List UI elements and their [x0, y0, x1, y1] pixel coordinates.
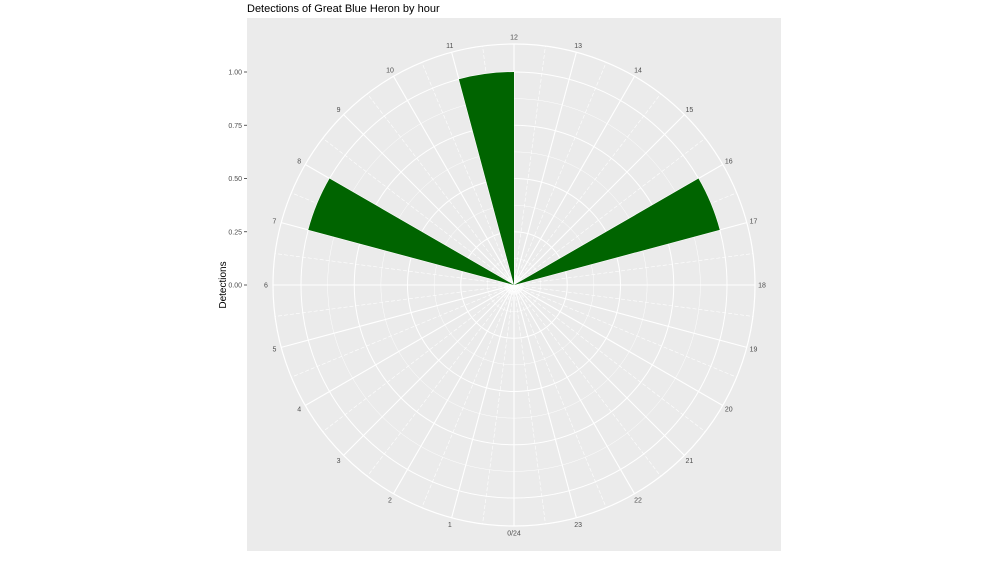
major-spoke [513, 114, 685, 286]
hour-label: 13 [574, 43, 582, 50]
hour-label: 1 [448, 522, 452, 529]
y-tick-label: 1.00 [228, 70, 242, 77]
hour-label: 8 [297, 159, 301, 166]
y-tick-label: 0.75 [228, 123, 242, 130]
major-spoke [451, 284, 515, 518]
minor-spoke [513, 284, 607, 508]
hour-label: 15 [685, 107, 693, 114]
major-spoke [513, 284, 577, 518]
minor-spoke [421, 62, 515, 286]
hour-label: 11 [446, 43, 453, 50]
hour-label: 0/24 [507, 531, 521, 538]
minor-spoke [513, 46, 546, 286]
hour-label: 7 [272, 218, 276, 225]
major-spoke [513, 76, 635, 286]
minor-spoke [513, 138, 706, 286]
hour-labels: 0/24123456789101112131415161718192021222… [264, 35, 766, 538]
bar-hour-16 [514, 178, 720, 285]
y-tick-label: 0.00 [228, 283, 242, 290]
bars [308, 72, 720, 285]
minor-spoke [513, 93, 661, 286]
hour-label: 10 [386, 68, 394, 75]
minor-spoke [513, 284, 546, 524]
minor-spoke [275, 284, 515, 317]
hour-label: 6 [264, 283, 268, 290]
hour-label: 5 [272, 347, 276, 354]
y-tick-label: 0.50 [228, 176, 242, 183]
minor-spoke [322, 284, 515, 432]
minor-spoke [513, 284, 753, 317]
hour-label: 14 [634, 68, 642, 75]
hour-label: 4 [297, 407, 301, 414]
hour-label: 19 [750, 347, 758, 354]
major-spoke [393, 76, 515, 286]
major-spoke [513, 284, 685, 456]
bar-hour-11 [458, 72, 514, 285]
y-axis-title: Detections [218, 261, 229, 308]
minor-spoke [513, 253, 753, 286]
minor-spoke [421, 284, 515, 508]
minor-spoke [513, 284, 706, 432]
hour-label: 12 [510, 35, 518, 42]
hour-label: 23 [574, 522, 582, 529]
minor-spoke [322, 138, 515, 286]
chart-title: Detections of Great Blue Heron by hour [247, 3, 440, 15]
major-spoke [343, 284, 515, 456]
major-spoke [513, 284, 747, 348]
minor-spoke [367, 93, 515, 286]
minor-spoke [291, 284, 515, 378]
major-spoke [513, 52, 577, 286]
hour-label: 21 [685, 458, 693, 465]
major-spoke [393, 284, 515, 494]
hour-label: 3 [337, 458, 341, 465]
hour-label: 18 [758, 283, 766, 290]
minor-spoke [275, 253, 515, 286]
y-axis: 0.00 0.25 0.50 0.75 1.00 [228, 70, 247, 290]
major-spoke [305, 284, 515, 406]
hour-label: 20 [725, 407, 733, 414]
minor-spoke [482, 284, 515, 524]
minor-spoke [513, 62, 607, 286]
bar-hour-7 [308, 178, 514, 285]
major-spoke [343, 114, 515, 286]
major-spoke [281, 284, 515, 348]
hour-label: 16 [725, 159, 733, 166]
major-spoke [513, 284, 635, 494]
hour-label: 17 [750, 218, 758, 225]
hour-label: 2 [388, 497, 392, 504]
y-tick-label: 0.25 [228, 229, 242, 236]
major-spoke [513, 284, 723, 406]
minor-spoke [513, 284, 661, 477]
hour-label: 9 [337, 107, 341, 114]
minor-spoke [513, 284, 737, 378]
minor-spoke [367, 284, 515, 477]
hour-label: 22 [634, 497, 642, 504]
